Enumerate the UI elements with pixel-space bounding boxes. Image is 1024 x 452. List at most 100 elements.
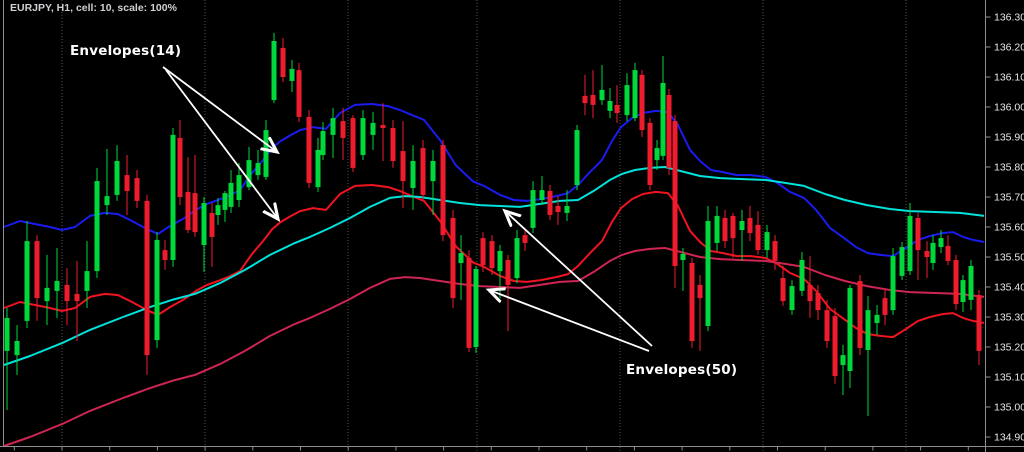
candle-body-bear: [466, 257, 472, 348]
price-axis-label: 136.00: [994, 102, 1024, 114]
candle-body-bear: [162, 250, 168, 260]
price-axis-label: 135.20: [994, 342, 1024, 354]
candle-body-bull: [564, 206, 570, 213]
candle-body-bull: [94, 181, 100, 272]
candle-body-bull: [938, 238, 944, 248]
candle-body-bull: [907, 215, 913, 272]
candle-body-bear: [857, 281, 863, 348]
candle-body-bear: [34, 241, 40, 299]
candle-body-bull: [201, 203, 207, 245]
price-axis-label: 136.10: [994, 72, 1024, 84]
candle-body-bull: [24, 241, 30, 321]
candle-body-bear: [555, 206, 561, 212]
candle-body-bull: [840, 355, 846, 365]
candle-body-bear: [489, 241, 495, 269]
candle-body-bear: [440, 145, 446, 236]
annotation-arrow: [165, 69, 278, 219]
candle-body-bear: [144, 200, 150, 356]
annotation-arrow: [505, 211, 653, 347]
candle-body-bull: [255, 163, 261, 176]
candle-body-bear: [807, 284, 813, 302]
candle-body-bull: [789, 286, 795, 311]
candle-body-bull: [654, 148, 660, 161]
candle-body-bull: [114, 161, 120, 195]
annotation-label: Envelopes(50): [626, 362, 737, 378]
candle-body-bear: [209, 212, 215, 237]
candle-body-bull: [705, 221, 711, 326]
candle-body-bear: [666, 95, 672, 168]
candle-body-bull: [890, 256, 896, 311]
candle-body-bull: [44, 287, 50, 302]
candle-body-bull: [514, 238, 520, 278]
price-axis-label: 135.30: [994, 312, 1024, 324]
envelopes-50-upper-band-line: [3, 166, 985, 366]
candle-body-bull: [330, 118, 336, 135]
candle-body-bull: [360, 118, 366, 155]
price-axis-label: 135.60: [994, 222, 1024, 234]
time-axis[interactable]: [13, 446, 969, 451]
candle-body-bear: [590, 95, 596, 105]
candle-body-bull: [473, 269, 479, 347]
candle-body-bear: [697, 284, 703, 299]
candle-body-bear: [296, 70, 302, 117]
candle-body-bull: [865, 310, 871, 350]
candle-body-bear: [915, 218, 921, 251]
candle-body-bull: [222, 193, 228, 210]
candle-body-bear: [647, 122, 653, 185]
candle-body-bear: [730, 215, 736, 239]
candle-body-bull: [632, 70, 638, 119]
candle-body-bear: [882, 298, 888, 315]
price-axis[interactable]: 136.30 136.20 136.10 136.00 135.90 135.80 135.…: [985, 12, 1024, 444]
candle-body-bull: [14, 341, 20, 356]
envelopes-50-lower-band-line: [3, 247, 985, 447]
candle-body-bull: [458, 253, 464, 263]
candle-body-bull: [320, 131, 326, 155]
candle-body-bull: [315, 149, 321, 188]
candle-body-bear: [380, 125, 386, 128]
candle-body-bull: [530, 190, 536, 228]
price-axis-label: 135.00: [994, 402, 1024, 414]
candle-body-bull: [228, 182, 234, 207]
candle-body-bull: [104, 196, 110, 206]
candle-body-bull: [370, 122, 376, 135]
candle-body-bear: [185, 191, 191, 230]
candle-body-bull: [246, 160, 252, 188]
candle-body-bear: [976, 295, 982, 351]
candle-body-bear: [400, 151, 406, 182]
candle-body-bull: [599, 89, 605, 101]
candle-body-bear: [747, 218, 753, 233]
candle-body-bull: [680, 254, 686, 260]
candle-body-bear: [390, 128, 396, 161]
candle-body-bear: [480, 238, 486, 266]
candle-body-bear: [340, 121, 346, 138]
candle-body-bear: [832, 316, 838, 377]
candle-body-bull: [899, 247, 905, 276]
candle-body-bull: [4, 317, 10, 351]
candle-body-bear: [306, 116, 312, 183]
candle-body-bull: [660, 83, 666, 156]
candle-body-bull: [263, 130, 269, 177]
candle-body-bear: [177, 137, 183, 197]
candle-body-bear: [755, 224, 761, 251]
candle-body-bear: [350, 118, 356, 168]
candle-body-bear: [192, 193, 198, 233]
envelopes-14-lower-band-line: [3, 184, 985, 339]
candle-body-bull: [271, 41, 277, 101]
candle-body-bear: [450, 218, 456, 299]
candle-body-bear: [505, 260, 511, 285]
chart-title: EURJPY, H1, cell: 10, scale: 100%: [10, 2, 178, 14]
candle-body-bear: [780, 278, 786, 302]
candle-body-bull: [714, 215, 720, 243]
candle-body-bear: [815, 293, 821, 311]
candle-body-bull: [215, 205, 221, 215]
candle-body-bull: [289, 68, 295, 81]
price-axis-label: 135.40: [994, 282, 1024, 294]
candle-body-bear: [614, 104, 620, 113]
candle-body-bear: [522, 235, 528, 243]
candle-body-bull: [799, 260, 805, 291]
candlesticks: [4, 32, 982, 416]
candle-body-bull: [497, 251, 503, 272]
candle-body-bull: [54, 281, 60, 291]
